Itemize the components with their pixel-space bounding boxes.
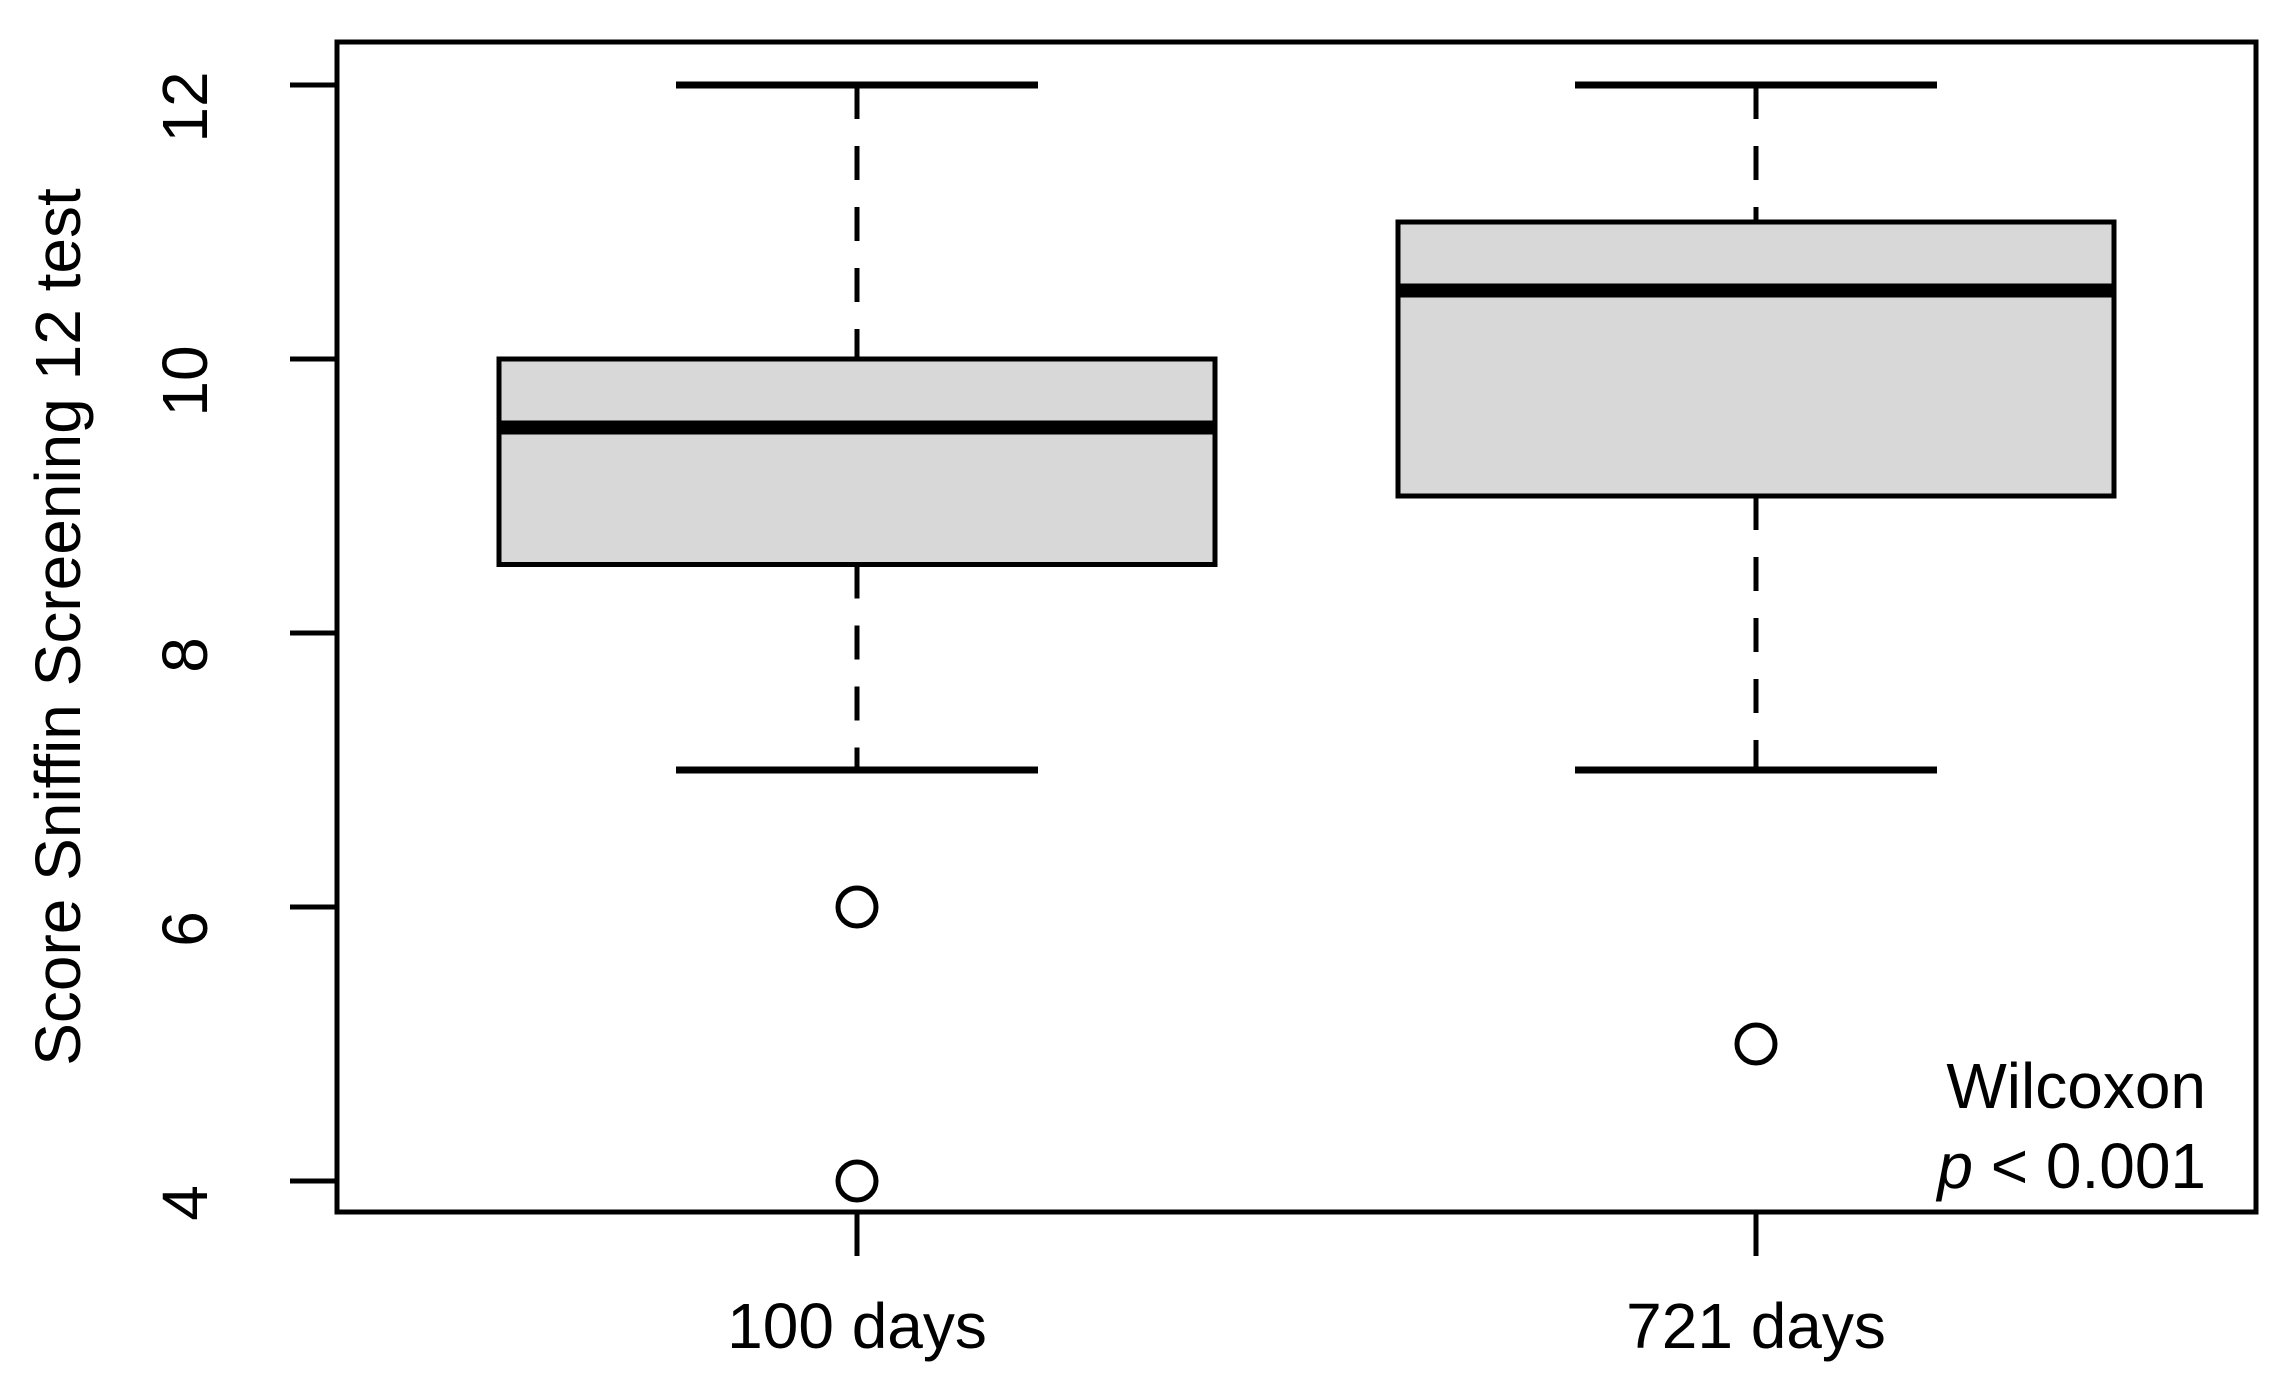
y-axis-title: Score Sniffin Screening 12 test: [22, 188, 94, 1066]
y-tick-label: 8: [149, 637, 221, 673]
y-tick-label: 6: [149, 911, 221, 947]
annotation-p-value: p < 0.001: [1935, 1130, 2206, 1202]
plot-frame: [334, 39, 2259, 1215]
iqr-box-2: [1395, 219, 2117, 499]
x-tick-label-1: 100 days: [727, 1290, 987, 1362]
y-tick-label: 4: [149, 1185, 221, 1221]
outlier-point: [835, 885, 879, 929]
outlier-point: [835, 1159, 879, 1203]
outlier-point: [1734, 1022, 1778, 1066]
iqr-box-1: [496, 356, 1218, 567]
y-tick-label: 12: [149, 71, 221, 142]
y-tick-label: 10: [149, 345, 221, 416]
annotation-test-name: Wilcoxon: [1946, 1050, 2206, 1122]
x-tick-label-2: 721 days: [1626, 1290, 1886, 1362]
